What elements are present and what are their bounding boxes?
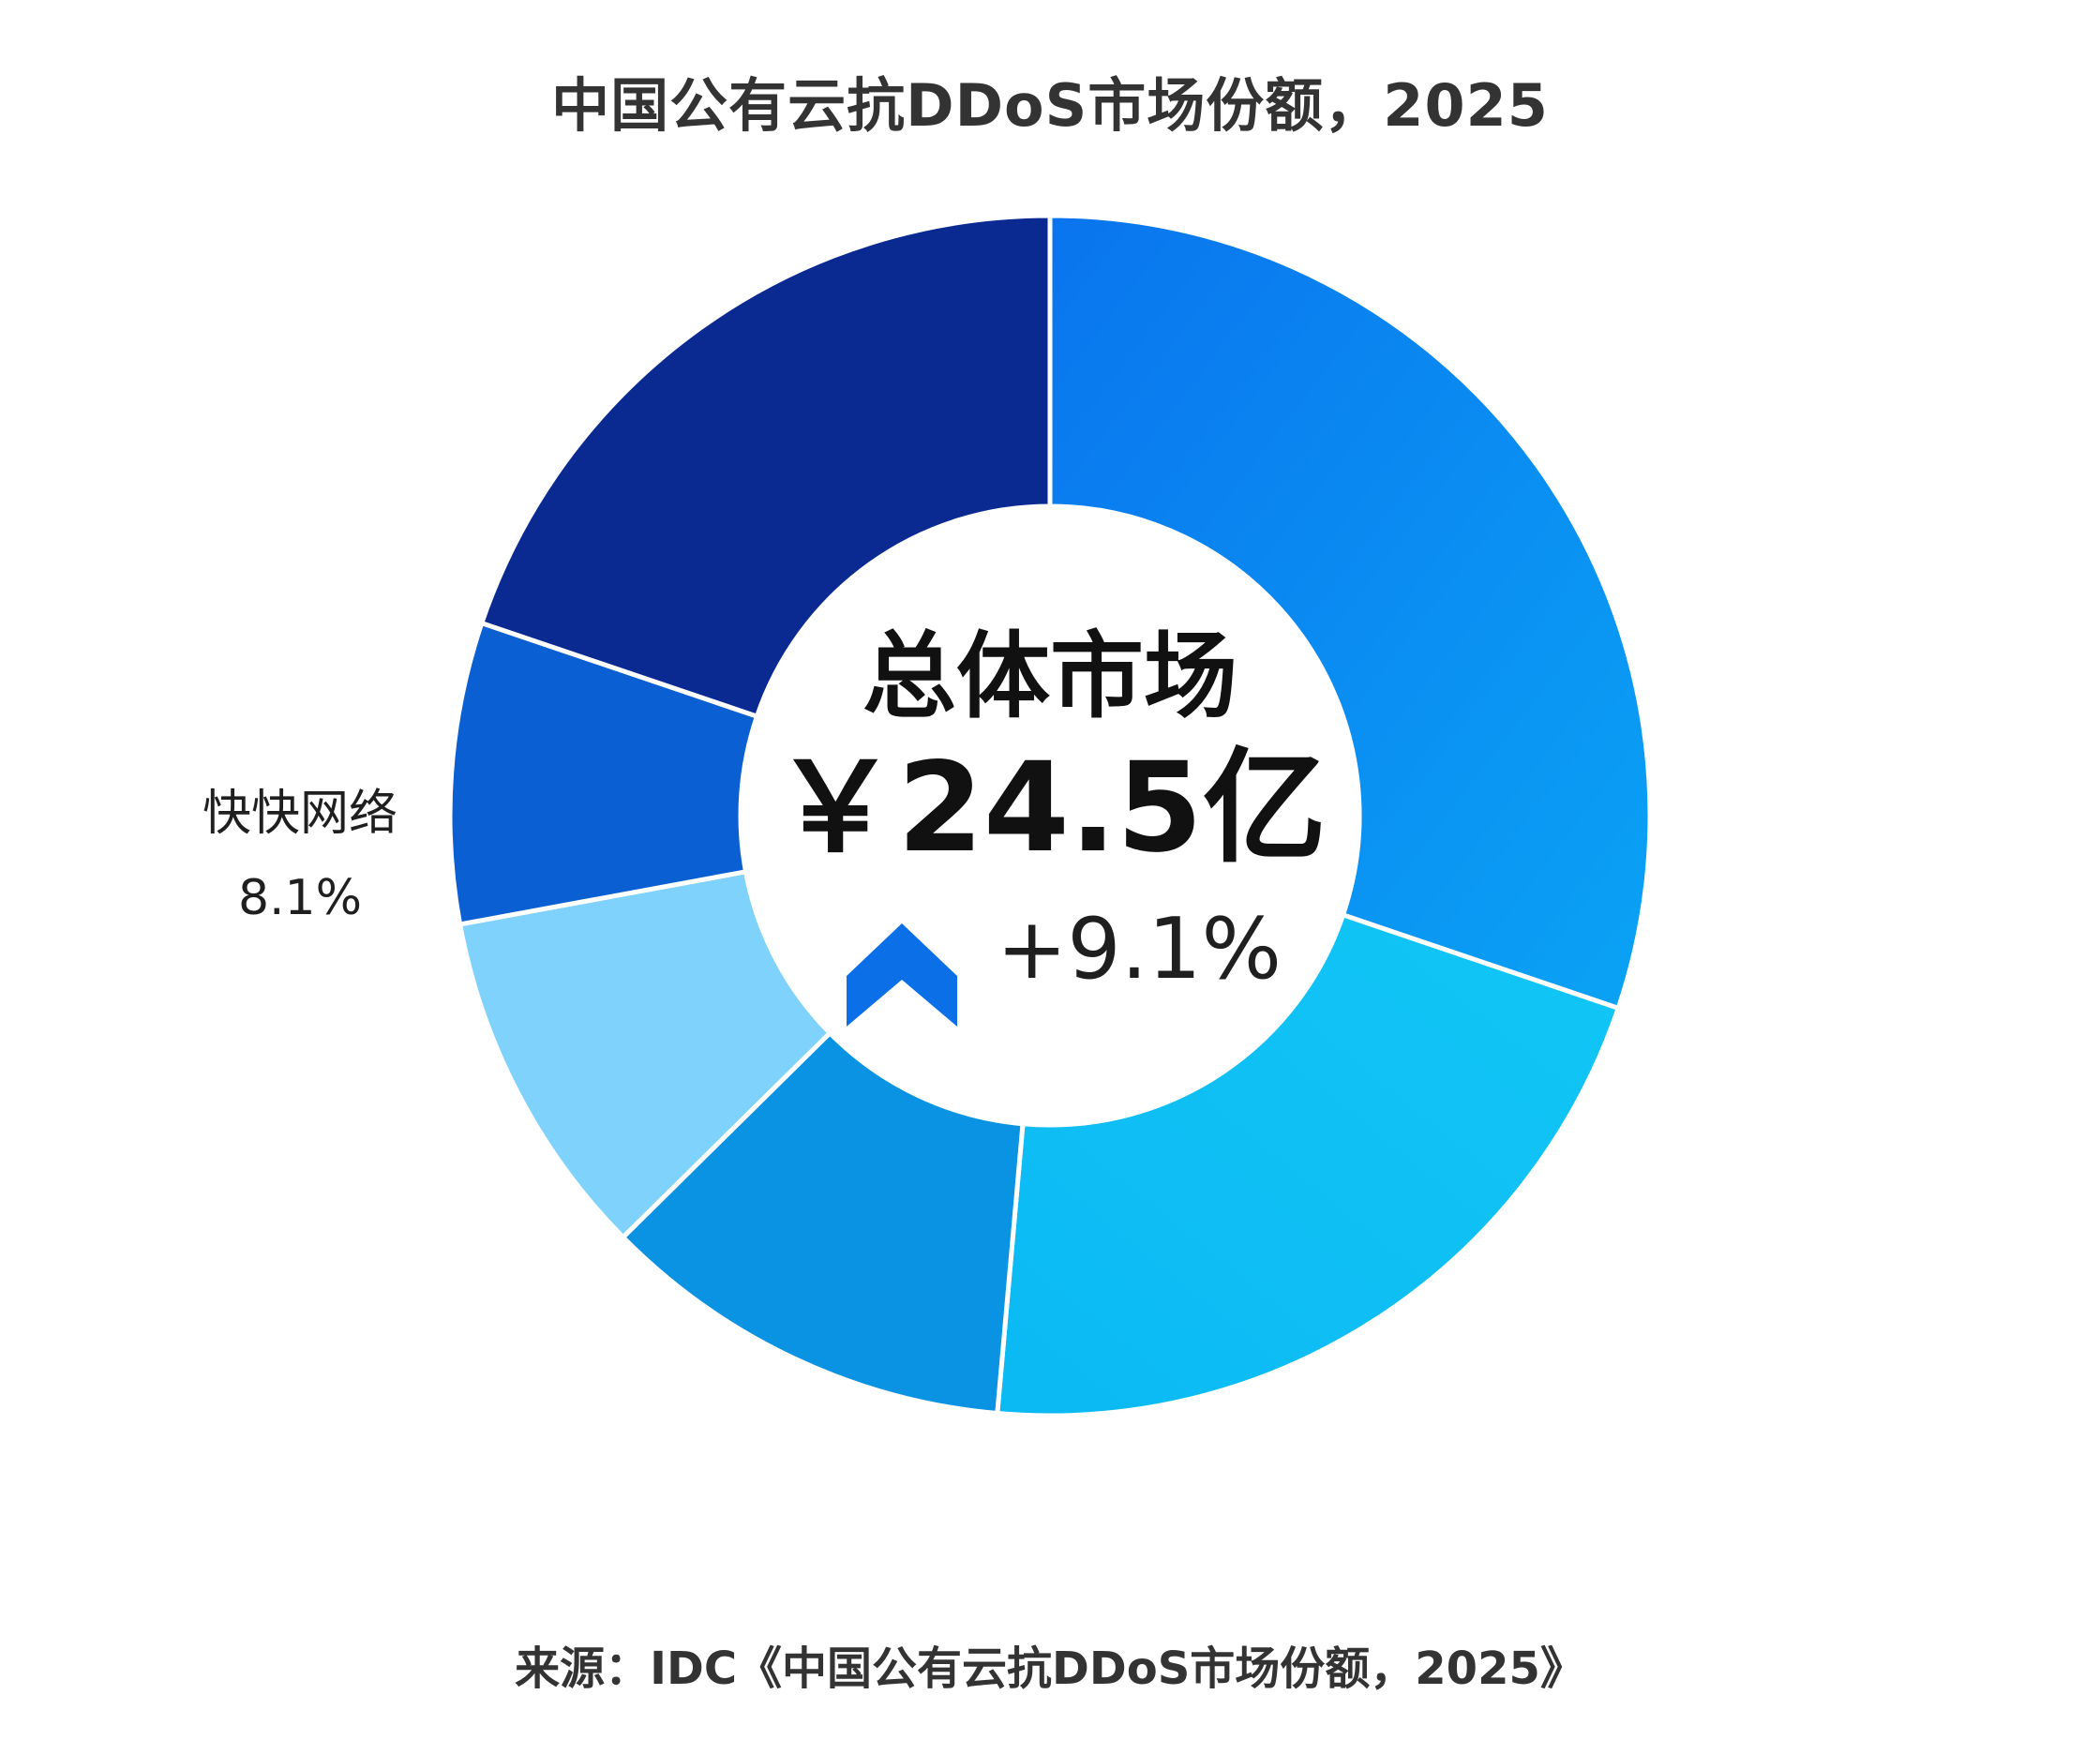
donut-slice-4: [457, 868, 833, 1241]
donut-slice-1: [1047, 213, 1653, 1012]
donut-slice-6: [478, 213, 1053, 720]
chart-title: 中国公有云抗DDoS市场份额，2025: [551, 71, 1549, 140]
donut-slice-3: [620, 1029, 1026, 1417]
slice-label-percent: 8.1%: [237, 870, 363, 926]
donut-slice-2: [995, 911, 1622, 1418]
growth-value: +9.1%: [997, 900, 1282, 998]
center-total-value: ￥24.5亿: [773, 736, 1327, 880]
center-label: 总体市场: [862, 622, 1238, 731]
chevron-up-icon: [847, 923, 957, 1027]
source-note: 来源：IDC《中国公有云抗DDoS市场份额，2025》: [515, 1642, 1585, 1695]
slice-label-name: 快快网络: [202, 786, 398, 842]
